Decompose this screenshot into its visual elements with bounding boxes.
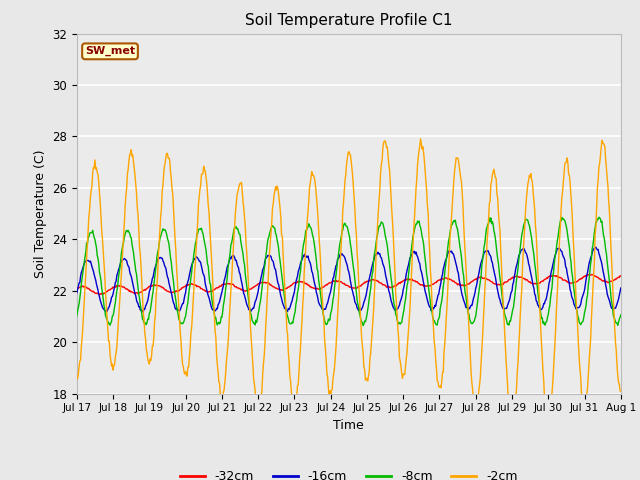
Text: SW_met: SW_met xyxy=(85,46,135,57)
Title: Soil Temperature Profile C1: Soil Temperature Profile C1 xyxy=(245,13,452,28)
Legend: -32cm, -16cm, -8cm, -2cm: -32cm, -16cm, -8cm, -2cm xyxy=(175,465,523,480)
X-axis label: Time: Time xyxy=(333,419,364,432)
Y-axis label: Soil Temperature (C): Soil Temperature (C) xyxy=(33,149,47,278)
